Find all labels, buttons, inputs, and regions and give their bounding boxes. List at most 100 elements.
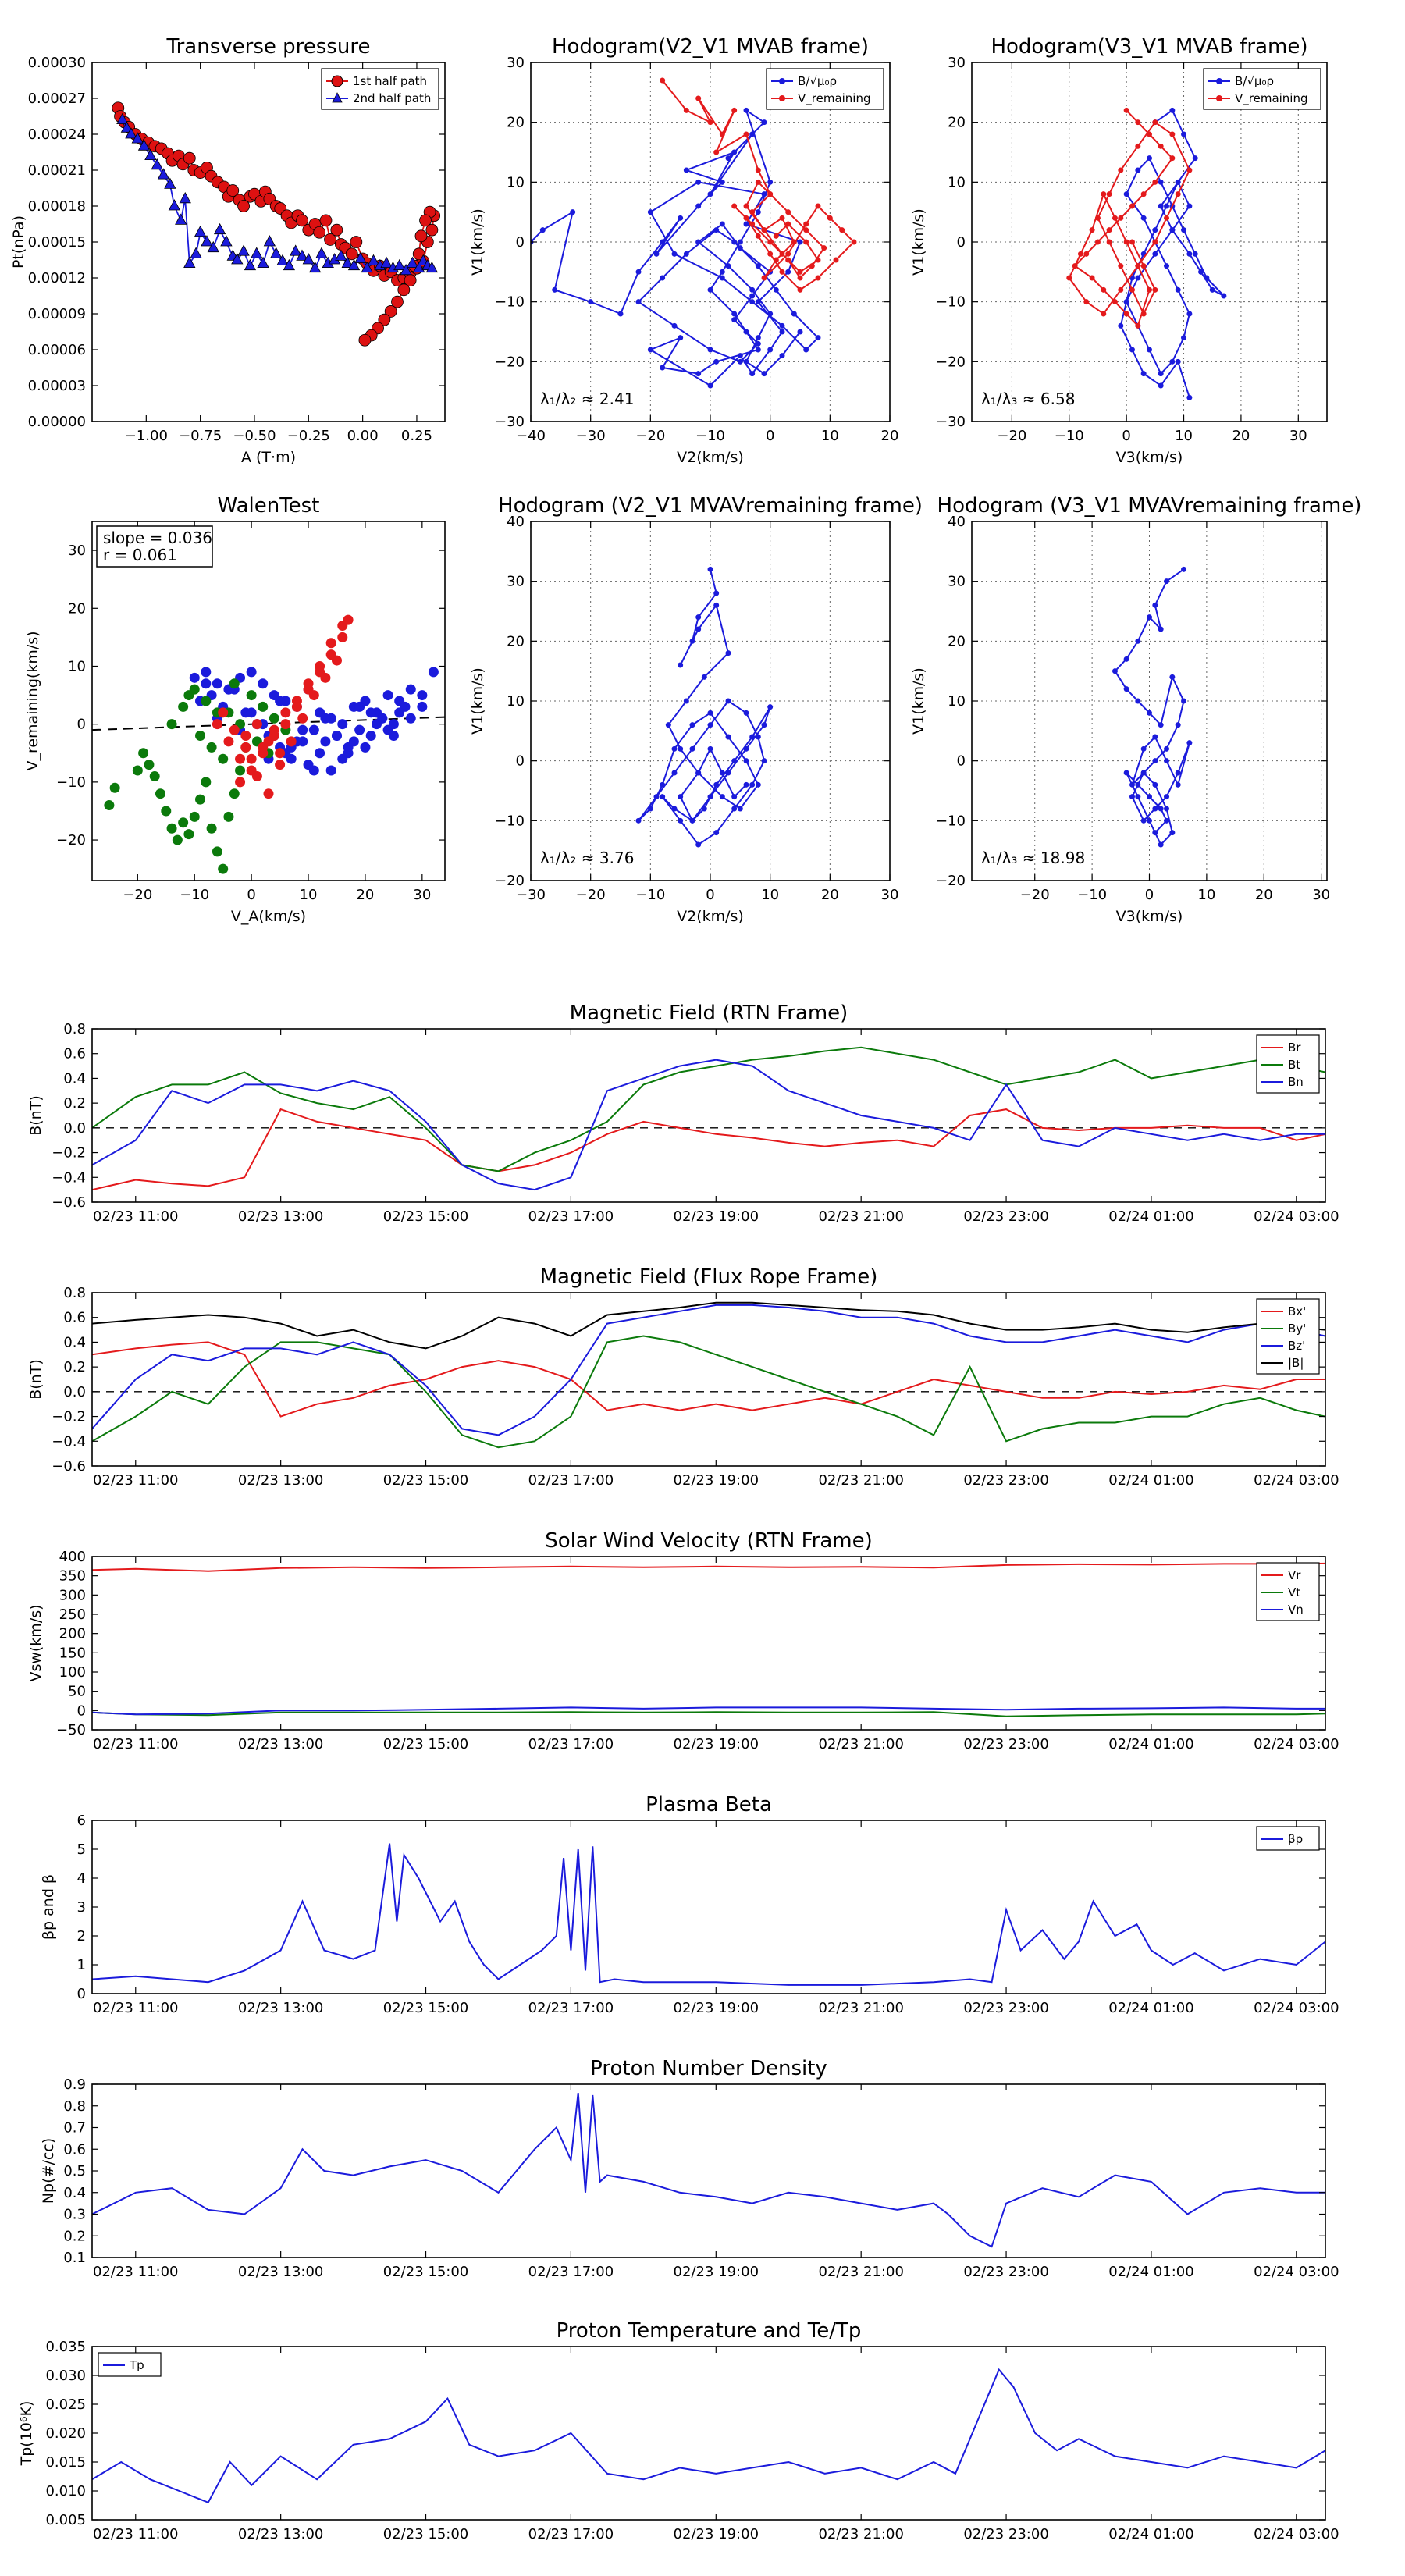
x-tick-label: −20 bbox=[1020, 887, 1050, 903]
axes-frame bbox=[91, 521, 446, 881]
y-tick-label: 0.015 bbox=[45, 2454, 86, 2471]
data-point bbox=[400, 263, 412, 276]
x-tick-label: 02/24 03:00 bbox=[1254, 2264, 1339, 2280]
data-point bbox=[689, 817, 695, 824]
data-point bbox=[213, 222, 226, 235]
data-point bbox=[797, 286, 803, 293]
x-tick-label: 02/23 13:00 bbox=[238, 2000, 323, 2016]
series-br-line bbox=[92, 1108, 1325, 1191]
y-tick-label: 2 bbox=[77, 1928, 86, 1944]
chart-title: Transverse pressure bbox=[166, 35, 371, 59]
y-tick-label: −10 bbox=[495, 813, 525, 829]
data-point bbox=[302, 253, 315, 265]
data-point bbox=[296, 214, 308, 227]
data-point bbox=[1089, 275, 1095, 281]
data-point bbox=[851, 239, 857, 245]
y-tick-label: 0.035 bbox=[45, 2339, 86, 2355]
data-point bbox=[797, 239, 803, 245]
y-tick-label: 0.010 bbox=[45, 2483, 86, 2500]
data-point bbox=[719, 794, 725, 800]
data-point bbox=[737, 358, 743, 365]
data-point bbox=[226, 184, 240, 197]
data-point bbox=[1169, 131, 1176, 137]
data-point bbox=[689, 745, 695, 752]
y-tick-label: 50 bbox=[68, 1684, 86, 1700]
y-tick-label: 20 bbox=[507, 115, 525, 131]
x-tick-label: 20 bbox=[821, 887, 839, 903]
data-point bbox=[713, 227, 720, 233]
series-vremaining-line bbox=[661, 80, 855, 291]
series-vr-line bbox=[92, 1562, 1325, 1572]
series-b-line bbox=[531, 108, 820, 387]
y-tick-label: −20 bbox=[495, 354, 525, 370]
data-point bbox=[588, 299, 594, 305]
x-tick-label: 02/23 23:00 bbox=[963, 1208, 1048, 1225]
data-point bbox=[394, 707, 405, 718]
chart-panel-11: 02/23 11:00 02/23 13:00 02/23 15:00 02/23 1… bbox=[18, 2319, 1339, 2542]
data-point bbox=[1164, 263, 1170, 269]
series-bn-line bbox=[92, 1059, 1325, 1191]
data-point bbox=[785, 269, 791, 275]
y-tick-label: 0.8 bbox=[63, 2098, 86, 2115]
data-point bbox=[719, 179, 725, 185]
data-point bbox=[1112, 215, 1118, 221]
data-point bbox=[1140, 311, 1147, 317]
x-tick-label: 02/23 19:00 bbox=[674, 1208, 759, 1225]
data-point bbox=[137, 139, 151, 151]
data-point bbox=[201, 667, 212, 678]
data-point bbox=[425, 223, 439, 237]
y-tick-label: 100 bbox=[59, 1664, 86, 1681]
x-tick-label: 02/23 13:00 bbox=[238, 2526, 323, 2542]
data-point bbox=[195, 731, 206, 742]
data-point bbox=[246, 690, 257, 701]
data-point bbox=[797, 269, 803, 275]
y-tick-label: 0.00000 bbox=[28, 414, 86, 430]
data-point bbox=[695, 179, 702, 185]
x-tick-label: 02/23 21:00 bbox=[818, 2000, 903, 2016]
data-point bbox=[206, 823, 217, 834]
x-tick-label: 02/23 17:00 bbox=[528, 1472, 614, 1489]
data-point bbox=[635, 817, 642, 824]
legend-box bbox=[766, 68, 884, 110]
data-point bbox=[1152, 781, 1158, 788]
data-point bbox=[337, 621, 348, 632]
data-point bbox=[731, 317, 738, 323]
data-point bbox=[791, 311, 797, 317]
data-point bbox=[1175, 286, 1181, 293]
data-point bbox=[1135, 143, 1141, 149]
plot-area bbox=[112, 101, 441, 347]
x-tick-label: 0 bbox=[247, 887, 255, 903]
y-tick-label: −10 bbox=[56, 774, 86, 791]
data-point bbox=[1198, 269, 1204, 275]
data-point bbox=[263, 235, 276, 247]
y-tick-label: 0.6 bbox=[63, 1046, 86, 1062]
data-point bbox=[815, 275, 821, 281]
data-point bbox=[189, 811, 200, 822]
data-point bbox=[244, 258, 257, 271]
data-point bbox=[755, 781, 761, 788]
x-tick-label: 02/23 23:00 bbox=[963, 1472, 1048, 1489]
x-tick-label: 02/24 01:00 bbox=[1108, 1472, 1193, 1489]
data-point bbox=[365, 707, 376, 718]
y-tick-label: 20 bbox=[507, 633, 525, 649]
data-point bbox=[405, 713, 416, 724]
x-tick-label: 30 bbox=[413, 887, 431, 903]
series-0-line bbox=[1114, 568, 1190, 846]
chart-title: Proton Temperature and Te/Tp bbox=[557, 2319, 862, 2343]
chart-title: Magnetic Field (Flux Rope Frame) bbox=[540, 1265, 878, 1289]
data-point bbox=[1169, 155, 1176, 162]
y-axis-label: B(nT) bbox=[27, 1095, 44, 1136]
data-point bbox=[1135, 119, 1141, 126]
data-point bbox=[695, 371, 702, 377]
data-point bbox=[331, 655, 342, 666]
data-point bbox=[308, 690, 319, 701]
x-tick-label: −0.75 bbox=[179, 428, 222, 444]
data-point bbox=[1140, 263, 1147, 269]
x-tick-label: 30 bbox=[881, 887, 899, 903]
data-point bbox=[695, 95, 702, 101]
data-point bbox=[695, 841, 702, 848]
data-point bbox=[354, 724, 365, 735]
data-point bbox=[275, 760, 286, 770]
legend-marker bbox=[332, 92, 343, 103]
y-tick-label: 4 bbox=[77, 1870, 86, 1887]
